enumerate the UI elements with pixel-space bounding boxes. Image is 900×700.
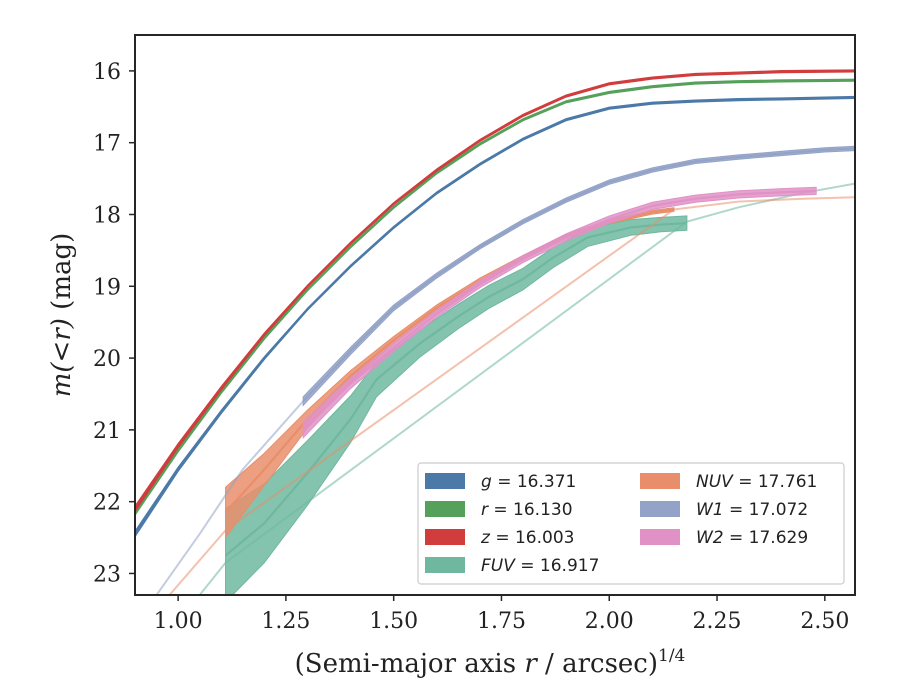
series-z-line	[135, 69, 855, 510]
x-tick-label: 1.00	[154, 609, 203, 634]
series-w1-line	[302, 147, 855, 402]
y-tick-label: 16	[93, 60, 121, 85]
y-tick-label: 19	[93, 275, 121, 300]
y-tick-label: 22	[93, 491, 121, 516]
x-tick-label: 1.50	[369, 609, 418, 634]
legend-swatch-r	[425, 501, 465, 517]
series-w1-extrapolation	[155, 400, 304, 595]
series-r-line	[135, 79, 855, 514]
y-tick-label: 18	[93, 203, 121, 228]
legend-label-g: g = 16.371	[481, 472, 576, 492]
x-tick-label: 1.75	[477, 609, 526, 634]
series-fuv-line	[224, 222, 687, 557]
series-w1-band	[302, 145, 855, 407]
x-tick-label: 1.25	[261, 609, 310, 634]
y-axis-label: m(<r) (mag)	[47, 233, 77, 398]
legend-label-r: r = 16.130	[481, 500, 573, 520]
legend-swatch-w2	[640, 529, 680, 545]
legend-swatch-g	[425, 473, 465, 489]
legend-swatch-w1	[640, 501, 680, 517]
legend-label-w2: W2 = 17.629	[696, 528, 808, 548]
legend-label-nuv: NUV = 17.761	[696, 472, 817, 492]
series-g-line	[135, 96, 855, 535]
legend-swatch-fuv	[425, 557, 465, 573]
x-tick-label: 2.25	[693, 609, 742, 634]
plot-frame	[134, 34, 856, 596]
x-tick-label: 2.00	[585, 609, 634, 634]
series-layer	[135, 69, 855, 595]
legend-frame	[417, 462, 845, 585]
series-nuv-extrapolation	[168, 196, 855, 595]
series-w2-line	[302, 189, 817, 431]
y-tick-label: 20	[93, 347, 121, 372]
y-tick-label: 17	[93, 132, 121, 157]
legend-label-z: z = 16.003	[480, 528, 574, 548]
legend-swatch-z	[425, 529, 465, 545]
x-axis: 1.00 1.25 1.50 1.75 2.00 2.25 2.50	[154, 595, 849, 634]
series-w2-band	[302, 186, 817, 440]
x-tick-label: 2.50	[800, 609, 849, 634]
y-axis: 16 17 18 19 20 21 22 23	[93, 60, 135, 587]
legend-swatch-nuv	[640, 473, 680, 489]
legend-label-w1: W1 = 17.072	[696, 500, 808, 520]
legend: g = 16.371 r = 16.130 z = 16.003 FUV = 16.9…	[417, 462, 845, 585]
x-axis-label: (Semi-major axis r / arcsec)1/4	[295, 646, 686, 679]
y-tick-label: 21	[93, 419, 121, 444]
legend-label-fuv: FUV = 16.917	[481, 556, 599, 576]
y-tick-label: 23	[93, 562, 121, 587]
